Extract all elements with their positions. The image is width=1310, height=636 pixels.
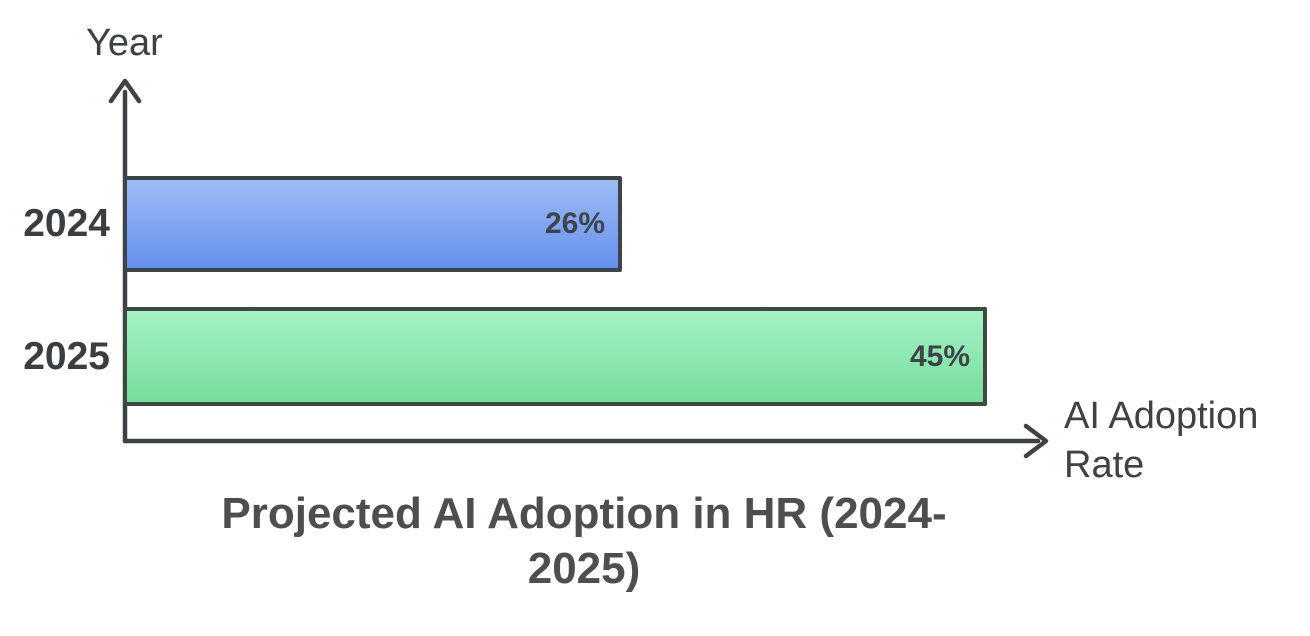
bar-value-label: 26% <box>544 207 605 240</box>
x-axis-title: AI Adoption Rate <box>1064 395 1259 486</box>
chart-title: Projected AI Adoption in HR (2024-2025) <box>221 489 947 593</box>
x-axis-arrowhead-icon <box>1023 423 1049 459</box>
category-label-2024: 2024 <box>23 202 110 245</box>
y-axis-title: Year <box>86 22 163 64</box>
bar-2024: 26% <box>123 176 622 272</box>
y-axis-arrowhead-icon <box>108 78 142 104</box>
bar-value-label: 45% <box>909 339 970 373</box>
category-label-2025: 2025 <box>23 335 110 378</box>
bar-2025: 45% <box>123 307 987 406</box>
